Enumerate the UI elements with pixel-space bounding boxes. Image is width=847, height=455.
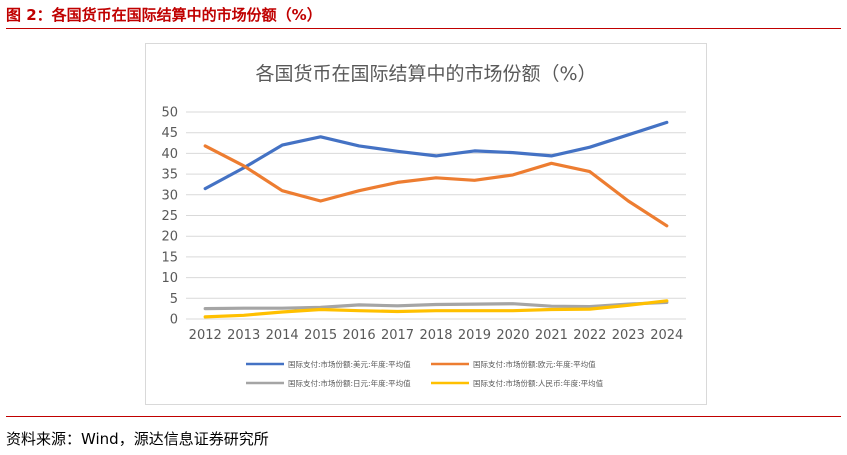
x-tick-label: 2019 xyxy=(458,328,491,343)
y-tick-label: 0 xyxy=(170,313,178,328)
x-tick-label: 2024 xyxy=(650,328,683,343)
y-tick-label: 10 xyxy=(161,271,178,286)
x-tick-label: 2022 xyxy=(573,328,606,343)
series-line-1 xyxy=(203,144,669,228)
legend-label: 国际支付:市场份额:人民币:年度:平均值 xyxy=(473,378,604,388)
y-axis-ticks: 0 5 10 15 20 25 30 35 40 45 50 xyxy=(161,106,178,328)
x-tick-label: 2015 xyxy=(304,328,337,343)
y-tick-label: 35 xyxy=(161,168,178,183)
x-tick-label: 2014 xyxy=(266,328,299,343)
y-tick-label: 50 xyxy=(161,106,178,121)
legend-label: 国际支付:市场份额:美元:年度:平均值 xyxy=(288,359,411,369)
series-line-2 xyxy=(203,300,669,311)
legend-label: 国际支付:市场份额:日元:年度:平均值 xyxy=(288,378,411,388)
y-tick-label: 20 xyxy=(161,230,178,245)
legend-label: 国际支付:市场份额:欧元:年度:平均值 xyxy=(473,359,596,369)
y-tick-label: 45 xyxy=(161,126,178,141)
y-tick-label: 30 xyxy=(161,188,178,203)
x-tick-label: 2016 xyxy=(343,328,376,343)
figure-caption: 图 2：各国货币在国际结算中的市场份额（%） xyxy=(6,6,322,24)
legend: 国际支付:市场份额:美元:年度:平均值 国际支付:市场份额:欧元:年度:平均值国际… xyxy=(246,359,604,388)
x-tick-label: 2023 xyxy=(612,328,645,343)
x-tick-label: 2020 xyxy=(496,328,529,343)
y-tick-label: 40 xyxy=(161,147,178,162)
x-tick-label: 2021 xyxy=(535,328,568,343)
y-tick-label: 15 xyxy=(161,250,178,265)
x-tick-label: 2013 xyxy=(227,328,260,343)
x-tick-label: 2017 xyxy=(381,328,414,343)
chart-title: 各国货币在国际结算中的市场份额（%） xyxy=(255,63,596,85)
chart-frame: 各国货币在国际结算中的市场份额（%） 0 5 10 15 20 25 30 35 40 45 50 … xyxy=(145,43,707,405)
top-rule xyxy=(6,28,841,29)
x-tick-label: 2012 xyxy=(189,328,222,343)
series-line-0 xyxy=(203,120,669,191)
grid-lines xyxy=(186,111,686,320)
series-lines xyxy=(203,120,669,319)
line-chart: 各国货币在国际结算中的市场份额（%） 05101520253035404550 … xyxy=(161,63,686,388)
x-tick-label: 2018 xyxy=(419,328,452,343)
series-line-3 xyxy=(203,299,669,319)
y-tick-label: 5 xyxy=(170,292,178,307)
y-tick-label: 25 xyxy=(161,209,178,224)
x-axis-ticks: 2012 2013 2014 2015 2016 2017 2018 2019 2020 2021… xyxy=(189,328,684,343)
source-note: 资料来源：Wind，源达信息证券研究所 xyxy=(6,430,269,448)
bottom-rule xyxy=(6,416,841,417)
